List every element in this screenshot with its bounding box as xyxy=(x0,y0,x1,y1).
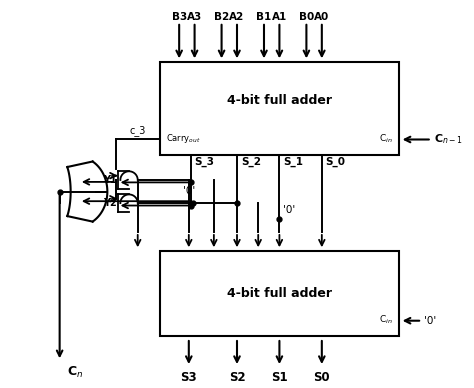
Text: c_3: c_3 xyxy=(129,125,146,137)
Text: B2: B2 xyxy=(214,12,229,22)
Text: Y2: Y2 xyxy=(103,198,117,208)
Text: S_1: S_1 xyxy=(283,157,303,167)
Text: 4-bit full adder: 4-bit full adder xyxy=(227,287,332,300)
Text: '0': '0' xyxy=(283,205,295,215)
Text: A2: A2 xyxy=(229,12,245,22)
Text: C$_{n-1}$: C$_{n-1}$ xyxy=(434,133,463,146)
Text: Y1: Y1 xyxy=(103,175,117,185)
Text: A1: A1 xyxy=(272,12,287,22)
Text: '0': '0' xyxy=(424,316,436,326)
Text: A0: A0 xyxy=(314,12,329,22)
Text: S0: S0 xyxy=(313,371,330,384)
Text: A3: A3 xyxy=(187,12,202,22)
Text: '0': '0' xyxy=(182,186,195,196)
Text: B1: B1 xyxy=(256,12,272,22)
Text: C$_n$: C$_n$ xyxy=(67,365,83,380)
Text: S_0: S_0 xyxy=(326,157,346,167)
Text: S_3: S_3 xyxy=(195,157,215,167)
Text: B0: B0 xyxy=(299,12,314,22)
Text: C$_{in}$: C$_{in}$ xyxy=(379,314,393,326)
Bar xyxy=(160,62,399,155)
Text: S_2: S_2 xyxy=(241,157,261,167)
Text: S1: S1 xyxy=(271,371,288,384)
Text: S3: S3 xyxy=(181,371,197,384)
Text: 4-bit full adder: 4-bit full adder xyxy=(227,94,332,107)
Text: Carry$_{out}$: Carry$_{out}$ xyxy=(166,132,201,145)
Text: B3: B3 xyxy=(172,12,187,22)
Bar xyxy=(160,251,399,336)
Text: C$_{in}$: C$_{in}$ xyxy=(379,133,393,145)
Text: S2: S2 xyxy=(228,371,246,384)
